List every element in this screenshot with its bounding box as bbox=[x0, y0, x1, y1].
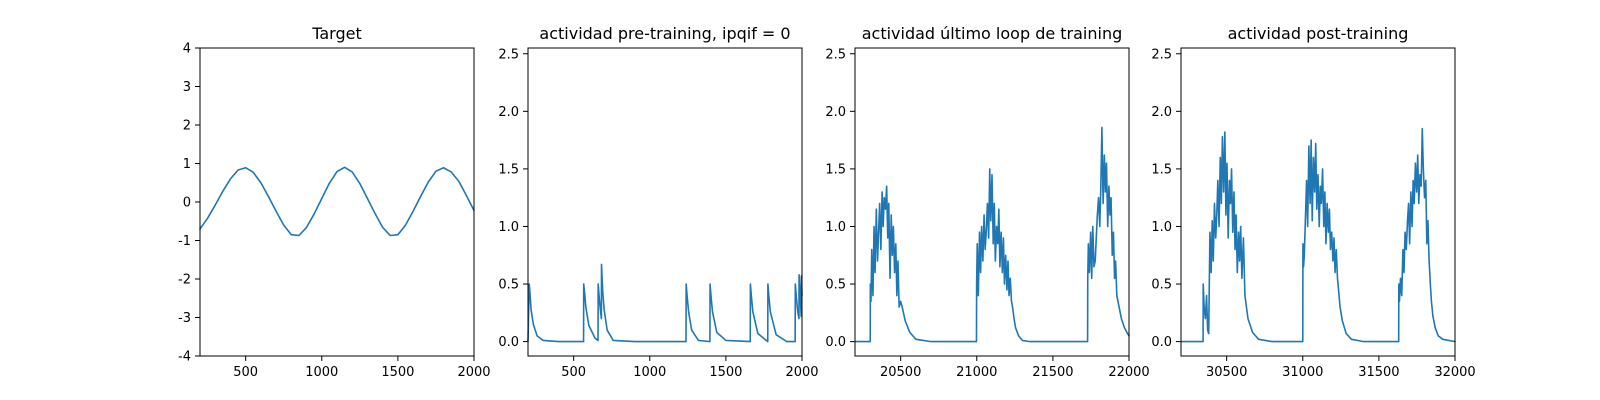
x-tick-label: 21500 bbox=[1032, 365, 1073, 380]
y-tick-label: 2.0 bbox=[825, 105, 846, 120]
series-line bbox=[1180, 127, 1456, 343]
x-tick-label: 500 bbox=[561, 365, 586, 380]
y-tick-label: 1.5 bbox=[825, 162, 846, 177]
y-tick-label: 2.0 bbox=[1151, 105, 1172, 120]
subplot-last-training-loop: actividad último loop de training 20500 2… bbox=[825, 24, 1149, 380]
y-tick-label: 0.5 bbox=[498, 278, 519, 293]
series-line bbox=[199, 166, 475, 237]
series-line bbox=[527, 263, 803, 343]
y-tick-label: -1 bbox=[178, 234, 191, 249]
x-tick-label: 2000 bbox=[457, 365, 490, 380]
y-tick-label: -4 bbox=[178, 350, 191, 365]
y-tick-label: 0.0 bbox=[1151, 335, 1172, 350]
y-tick-label: 3 bbox=[183, 80, 191, 95]
y-tick-label: 0.0 bbox=[825, 335, 846, 350]
x-tick-label: 30500 bbox=[1206, 365, 1247, 380]
x-tick-label: 22000 bbox=[1108, 365, 1149, 380]
y-tick-label: 1.0 bbox=[1151, 220, 1172, 235]
y-tick-label: 0 bbox=[183, 196, 191, 211]
axes-frame bbox=[199, 47, 475, 357]
x-tick-label: 20500 bbox=[880, 365, 921, 380]
x-tick-label: 31500 bbox=[1358, 365, 1399, 380]
y-tick-label: 1 bbox=[183, 157, 191, 172]
y-tick-label: 0.0 bbox=[498, 335, 519, 350]
plot-layer bbox=[199, 166, 475, 237]
y-tick-label: 1.0 bbox=[498, 220, 519, 235]
x-tick-label: 1500 bbox=[381, 365, 414, 380]
y-tick-label: 2.5 bbox=[498, 47, 519, 62]
subplot-title: actividad último loop de training bbox=[862, 24, 1123, 43]
axes-frame bbox=[527, 47, 803, 357]
x-tick-label: 1500 bbox=[709, 365, 742, 380]
tick-layer: 30500 31000 31500 32000 0.0 0.5 1.0 1.5 2.0 2.5 bbox=[1151, 47, 1475, 380]
x-tick-label: 1000 bbox=[305, 365, 338, 380]
y-tick-label: 4 bbox=[183, 42, 191, 57]
x-tick-label: 1000 bbox=[633, 365, 666, 380]
plot-layer bbox=[1180, 127, 1456, 343]
y-tick-label: 0.5 bbox=[825, 278, 846, 293]
x-tick-label: 31000 bbox=[1282, 365, 1323, 380]
subplot-pre-training: actividad pre-training, ipqif = 0 500 100… bbox=[498, 24, 818, 380]
y-tick-label: 2 bbox=[183, 119, 191, 134]
y-tick-label: -2 bbox=[178, 273, 191, 288]
x-tick-label: 32000 bbox=[1434, 365, 1475, 380]
axes-frame bbox=[854, 47, 1130, 357]
y-tick-label: 2.5 bbox=[1151, 47, 1172, 62]
tick-layer: 500 1000 1500 2000 -4 -3 -2 -1 0 1 2 3 4 bbox=[178, 42, 491, 381]
subplot-title: actividad pre-training, ipqif = 0 bbox=[539, 24, 790, 43]
plot-layer bbox=[854, 126, 1130, 343]
x-tick-label: 2000 bbox=[785, 365, 818, 380]
subplot-title: Target bbox=[311, 24, 362, 43]
y-tick-label: 0.5 bbox=[1151, 278, 1172, 293]
tick-layer: 500 1000 1500 2000 0.0 0.5 1.0 1.5 2.0 2.5 bbox=[498, 47, 818, 380]
y-tick-label: -3 bbox=[178, 311, 191, 326]
x-tick-label: 21000 bbox=[956, 365, 997, 380]
series-line bbox=[854, 126, 1130, 343]
axes-frame bbox=[1180, 47, 1456, 357]
y-tick-label: 1.0 bbox=[825, 220, 846, 235]
subplot-title: actividad post-training bbox=[1228, 24, 1409, 43]
tick-layer: 20500 21000 21500 22000 0.0 0.5 1.0 1.5 2.0 2.5 bbox=[825, 47, 1149, 380]
subplot-post-training: actividad post-training 30500 31000 31500 3… bbox=[1151, 24, 1475, 380]
plot-layer bbox=[527, 263, 803, 343]
y-tick-label: 1.5 bbox=[498, 162, 519, 177]
x-tick-label: 500 bbox=[233, 365, 258, 380]
subplot-target: Target 500 1000 1500 2000 -4 -3 -2 -1 0 1 2 3 4 bbox=[178, 24, 491, 380]
y-tick-label: 2.5 bbox=[825, 47, 846, 62]
y-tick-label: 1.5 bbox=[1151, 162, 1172, 177]
y-tick-label: 2.0 bbox=[498, 105, 519, 120]
